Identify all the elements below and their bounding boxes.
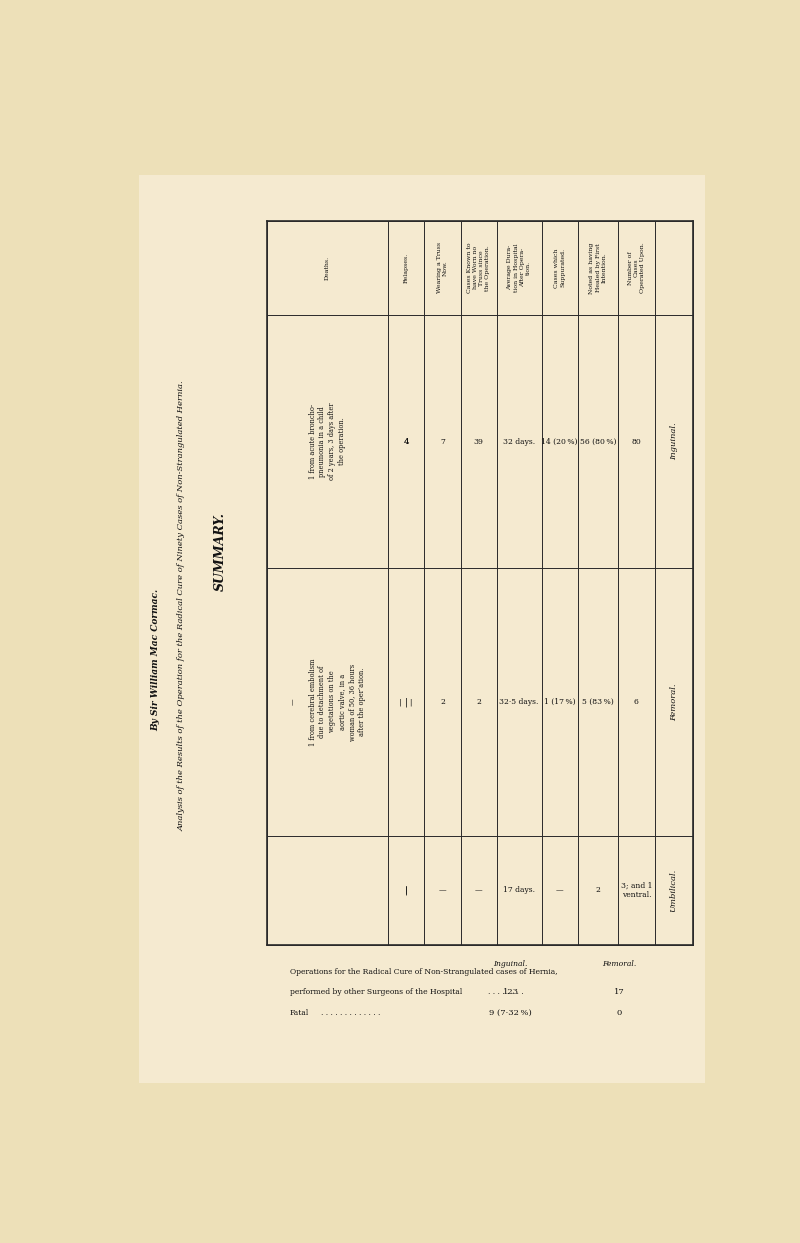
Text: 2: 2	[595, 886, 601, 894]
Text: 6: 6	[634, 699, 639, 706]
Text: |: |	[405, 886, 408, 894]
Text: 17: 17	[614, 988, 625, 997]
Text: |: |	[405, 885, 408, 895]
Text: Operations for the Radical Cure of Non-Strangulated cases of Hernia,: Operations for the Radical Cure of Non-S…	[290, 967, 558, 976]
Text: Inguinal.: Inguinal.	[494, 960, 528, 968]
Text: Fatal: Fatal	[290, 1009, 309, 1017]
Text: 32 days.: 32 days.	[503, 438, 535, 445]
Text: Cases which
Suppurated.: Cases which Suppurated.	[554, 249, 566, 287]
Text: 32·5 days.: 32·5 days.	[499, 699, 539, 706]
Text: Analysis of the Results of the Operation for the Radical Cure of Ninety Cases of: Analysis of the Results of the Operation…	[178, 380, 186, 832]
Text: 7: 7	[440, 438, 445, 445]
Text: 1 (17 %): 1 (17 %)	[544, 699, 575, 706]
Text: Femoral.: Femoral.	[670, 684, 678, 721]
Text: Inguinal.: Inguinal.	[670, 423, 678, 460]
Text: Noted as having
Healed by First
Intention.: Noted as having Healed by First Intentio…	[590, 242, 606, 293]
Text: . . . . . . . . . . . . .: . . . . . . . . . . . . .	[321, 1009, 380, 1017]
Text: —

1 from cerebral embolism
due to detachment of
vegetations on the
aortic valve: — 1 from cerebral embolism due to detach…	[289, 659, 366, 746]
Text: 17 days.: 17 days.	[503, 886, 535, 894]
FancyBboxPatch shape	[138, 174, 705, 1083]
Text: 123: 123	[502, 988, 518, 997]
Text: 56 (80 %): 56 (80 %)	[580, 438, 616, 445]
Text: 4: 4	[403, 438, 409, 445]
Text: Deaths.: Deaths.	[325, 256, 330, 280]
Text: Relapses.: Relapses.	[404, 252, 409, 283]
Text: 80: 80	[631, 438, 642, 445]
Text: 1 from acute broncho-
pneumonia in a child
of 2 years, 3 days after
the operatio: 1 from acute broncho- pneumonia in a chi…	[309, 403, 346, 480]
Text: 14 (20 %): 14 (20 %)	[542, 438, 578, 445]
Text: Average Dura-
tion in Hospital
After Opera-
tion.: Average Dura- tion in Hospital After Ope…	[507, 244, 531, 292]
Text: Number of
Cases
Operated Upon.: Number of Cases Operated Upon.	[628, 242, 645, 293]
Text: 0: 0	[617, 1009, 622, 1017]
Text: Cases Known to
have Worn no
Truss since
the Operation.: Cases Known to have Worn no Truss since …	[467, 242, 490, 293]
Text: 5 (83 %): 5 (83 %)	[582, 699, 614, 706]
Text: Femoral.: Femoral.	[602, 960, 636, 968]
Text: Wearing a Truss
Now.: Wearing a Truss Now.	[437, 242, 448, 293]
Text: 4: 4	[403, 438, 409, 445]
Text: 2: 2	[476, 699, 481, 706]
Text: |   |: | |	[399, 699, 413, 706]
Text: Umbilical.: Umbilical.	[670, 869, 678, 912]
Text: —: —	[556, 886, 563, 894]
Text: 39: 39	[474, 438, 484, 445]
Text: 3; and 1
ventral.: 3; and 1 ventral.	[621, 881, 652, 899]
Text: —: —	[475, 886, 482, 894]
Text: 2: 2	[440, 699, 445, 706]
Text: By Sir William Mac Cormac.: By Sir William Mac Cormac.	[151, 589, 160, 731]
Text: performed by other Surgeons of the Hospital: performed by other Surgeons of the Hospi…	[290, 988, 462, 997]
Text: . . . . . . . .: . . . . . . . .	[487, 988, 523, 997]
Text: |: |	[405, 697, 408, 707]
Text: 9 (7·32 %): 9 (7·32 %)	[490, 1009, 532, 1017]
Text: SUMMARY.: SUMMARY.	[214, 512, 226, 592]
Text: —: —	[438, 886, 446, 894]
